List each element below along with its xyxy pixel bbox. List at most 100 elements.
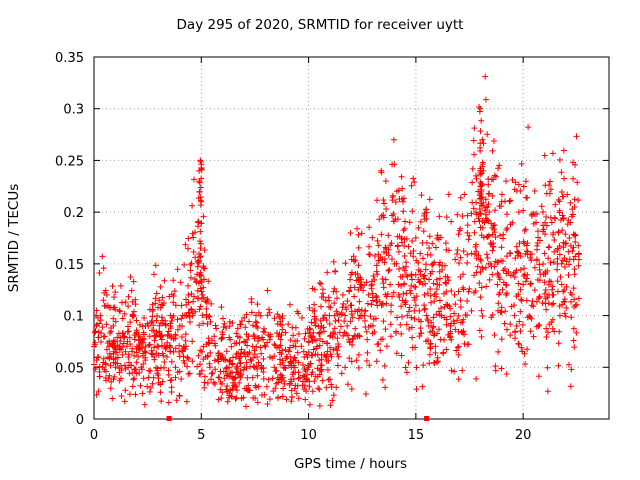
data-point xyxy=(567,298,574,305)
data-point xyxy=(479,313,486,320)
data-point xyxy=(342,364,349,371)
data-point xyxy=(518,297,525,304)
data-point xyxy=(197,277,204,284)
data-point xyxy=(281,364,288,371)
data-point xyxy=(474,263,481,270)
data-point xyxy=(569,211,576,218)
data-point xyxy=(173,397,180,404)
data-point xyxy=(233,394,240,401)
data-point xyxy=(542,182,549,189)
data-point xyxy=(354,225,360,232)
data-point xyxy=(382,244,389,251)
data-point xyxy=(241,385,248,392)
data-point xyxy=(491,332,498,339)
data-point xyxy=(504,326,511,333)
data-point xyxy=(452,326,459,333)
data-point xyxy=(298,343,305,350)
data-point xyxy=(152,262,159,269)
data-point xyxy=(387,281,394,288)
data-point xyxy=(196,179,203,186)
data-point xyxy=(200,263,207,270)
data-point xyxy=(569,248,576,255)
data-point xyxy=(383,293,390,300)
data-point xyxy=(316,371,323,378)
data-point xyxy=(184,354,191,361)
data-point xyxy=(229,320,236,327)
data-point xyxy=(204,297,211,304)
data-point xyxy=(224,398,231,405)
data-point xyxy=(426,196,433,203)
data-point xyxy=(531,264,538,271)
data-point xyxy=(373,298,380,305)
data-point xyxy=(441,290,448,297)
data-point xyxy=(456,227,463,234)
data-point xyxy=(227,387,234,394)
data-point xyxy=(461,340,468,347)
data-point xyxy=(496,289,503,296)
data-point xyxy=(366,224,373,231)
data-point xyxy=(133,349,140,356)
data-point xyxy=(561,310,568,317)
data-point xyxy=(260,328,267,335)
data-point xyxy=(174,326,181,333)
data-point xyxy=(367,322,374,329)
data-point xyxy=(208,300,215,307)
data-point xyxy=(336,311,343,318)
data-point xyxy=(354,333,361,340)
data-point xyxy=(486,276,493,283)
data-point xyxy=(507,332,514,339)
data-point xyxy=(104,339,111,346)
data-point xyxy=(563,258,570,265)
data-point xyxy=(159,378,166,385)
data-point xyxy=(222,357,229,364)
data-point xyxy=(442,240,449,247)
data-point xyxy=(100,265,107,272)
data-point xyxy=(515,340,522,347)
data-point xyxy=(560,239,567,246)
data-point xyxy=(252,318,259,325)
data-point xyxy=(201,379,208,386)
data-point xyxy=(444,301,451,308)
data-point xyxy=(546,321,553,328)
data-point xyxy=(222,368,229,375)
data-point xyxy=(433,311,440,318)
data-point xyxy=(193,279,200,286)
data-point xyxy=(107,325,114,332)
data-point xyxy=(258,365,265,372)
data-point xyxy=(117,282,124,289)
data-point xyxy=(379,376,386,383)
data-point xyxy=(443,321,450,328)
data-point xyxy=(172,345,179,352)
data-point xyxy=(236,379,243,386)
data-point xyxy=(411,307,418,314)
data-point xyxy=(333,308,340,315)
data-point xyxy=(133,359,140,366)
data-point xyxy=(218,304,225,311)
data-point xyxy=(327,402,334,409)
data-point xyxy=(382,178,389,185)
data-point xyxy=(295,330,302,337)
data-point xyxy=(482,73,489,80)
data-point xyxy=(431,331,438,338)
data-point xyxy=(571,344,578,351)
data-point xyxy=(168,376,175,383)
data-point xyxy=(119,299,126,306)
data-point xyxy=(515,209,522,216)
data-point xyxy=(158,314,165,321)
data-point xyxy=(575,256,582,263)
data-point xyxy=(478,284,485,291)
data-point xyxy=(558,260,565,267)
data-point xyxy=(174,316,181,323)
data-point xyxy=(107,304,114,311)
data-point xyxy=(154,367,161,374)
data-point xyxy=(141,401,148,408)
data-point xyxy=(110,350,117,357)
data-point xyxy=(385,252,392,259)
data-point xyxy=(125,323,132,330)
data-point xyxy=(117,362,124,369)
plot-frame xyxy=(93,56,610,420)
data-point xyxy=(206,364,213,371)
data-point xyxy=(200,356,207,363)
data-point xyxy=(402,364,409,371)
data-point xyxy=(484,216,491,223)
